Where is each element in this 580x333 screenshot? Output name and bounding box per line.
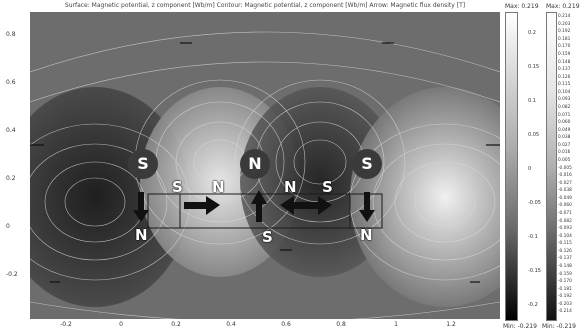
- contour-colorbar: [546, 12, 557, 321]
- contour-colorbar-tick: -0.016: [558, 173, 572, 179]
- pole-bottom-middle: S: [262, 228, 273, 246]
- contour-colorbar-tick: 0.082: [558, 104, 571, 110]
- surface-colorbar-tick: -0.05: [528, 200, 541, 206]
- x-tick: -0.2: [60, 321, 72, 328]
- contour-colorbar-tick: -0.214: [558, 309, 572, 315]
- contour-colorbar-tick: 0.038: [558, 135, 571, 141]
- surface-colorbar-tick: -0.1: [528, 234, 538, 240]
- contour-colorbar-tick: 0.049: [558, 127, 571, 133]
- contour-colorbar-min: Min: -0.219: [542, 323, 576, 330]
- contour-colorbar-tick: 0.214: [558, 14, 571, 19]
- contour-colorbar-tick: 0.148: [558, 59, 571, 65]
- x-tick: 0: [119, 321, 123, 328]
- x-tick: 0.2: [171, 321, 181, 328]
- contour-colorbar-tick: -0.049: [558, 195, 572, 201]
- surface-colorbar: [505, 12, 518, 321]
- surface-colorbar-tick: -0.2: [528, 302, 538, 308]
- bar-right-n-label: N: [284, 178, 297, 196]
- x-tick: 1.2: [446, 321, 456, 328]
- contour-colorbar-tick: -0.137: [558, 256, 572, 262]
- y-tick: 0.4: [6, 127, 16, 134]
- y-tick: 0.8: [6, 31, 16, 38]
- x-tick: 0.6: [281, 321, 291, 328]
- bar-right-s-label: S: [322, 178, 333, 196]
- y-tick: -0.2: [6, 271, 18, 278]
- y-tick: 0.6: [6, 79, 16, 86]
- contour-colorbar-tick: 0.192: [558, 29, 571, 35]
- x-tick: 1: [394, 321, 398, 328]
- pole-top-middle: N: [240, 149, 270, 179]
- contour-colorbar-tick: -0.181: [558, 286, 572, 292]
- contour-colorbar-tick: 0.016: [558, 150, 571, 156]
- y-tick: 0.2: [6, 175, 16, 182]
- contour-colorbar-tick: -0.038: [558, 188, 572, 194]
- contour-colorbar-tick: 0.093: [558, 97, 571, 103]
- x-tick: 0.4: [226, 321, 236, 328]
- bar-left-s-label: S: [172, 178, 183, 196]
- contour-colorbar-tick: 0.126: [558, 74, 571, 80]
- contour-colorbar-tick: -0.093: [558, 226, 572, 232]
- contour-colorbar-tick: -0.126: [558, 248, 572, 254]
- contour-colorbar-tick: -0.148: [558, 264, 572, 269]
- pole-bottom-right: N: [360, 226, 373, 244]
- contour-colorbar-tick: -0.203: [558, 301, 572, 307]
- bar-left-n-label: N: [212, 178, 225, 196]
- contour-colorbar-tick: 0.071: [558, 112, 571, 118]
- contour-colorbar-tick: 0.203: [558, 21, 571, 27]
- pole-top-right: S: [352, 149, 382, 179]
- contour-colorbar-tick: 0.104: [558, 89, 571, 95]
- surface-colorbar-min: Min: -0.219: [503, 323, 537, 330]
- contour-colorbar-tick: -0.159: [558, 271, 572, 277]
- contour-colorbar-tick: -0.071: [558, 211, 572, 216]
- contour-colorbar-tick: -0.192: [558, 294, 572, 300]
- contour-colorbar-tick: 0.181: [558, 36, 571, 42]
- field-plot: [30, 12, 500, 319]
- pole-top-left: S: [128, 149, 158, 179]
- surface-colorbar-tick: 0.05: [528, 132, 540, 138]
- contour-colorbar-tick: -0.115: [558, 241, 572, 247]
- contour-colorbar-tick: 0.060: [558, 120, 571, 125]
- contour-colorbar-tick: -0.027: [558, 180, 572, 186]
- contour-colorbar-tick: 0.005: [558, 157, 571, 163]
- contour-colorbar-tick: 0.027: [558, 142, 571, 148]
- contour-colorbar-tick: 0.170: [558, 44, 571, 50]
- surface-colorbar-tick: 0.2: [528, 30, 536, 36]
- contour-colorbar-tick: 0.115: [558, 82, 571, 88]
- contour-colorbar-tick: 0.159: [558, 51, 571, 57]
- plot-title: Surface: Magnetic potential, z component…: [64, 2, 466, 9]
- surface-colorbar-tick: 0: [528, 166, 532, 172]
- contour-colorbar-tick: -0.005: [558, 165, 572, 171]
- pole-bottom-left: N: [135, 226, 148, 244]
- contour-colorbar-max: Max: 0.219: [546, 3, 580, 10]
- contour-colorbar-tick: -0.060: [558, 203, 572, 209]
- surface-colorbar-tick: -0.15: [528, 268, 541, 274]
- x-tick: 0.8: [336, 321, 346, 328]
- contour-colorbar-tick: 0.137: [558, 67, 571, 72]
- contour-colorbar-tick: -0.170: [558, 279, 572, 285]
- surface-colorbar-tick: 0.1: [528, 98, 536, 104]
- contour-colorbar-tick: -0.104: [558, 233, 572, 239]
- y-tick: 0: [6, 223, 10, 230]
- surface-colorbar-max: Max: 0.219: [505, 3, 539, 10]
- surface-colorbar-tick: 0.15: [528, 64, 540, 70]
- contour-colorbar-tick: -0.082: [558, 218, 572, 224]
